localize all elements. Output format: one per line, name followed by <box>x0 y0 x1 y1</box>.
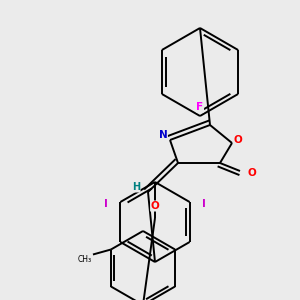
Text: O: O <box>248 168 256 178</box>
Text: N: N <box>159 130 167 140</box>
Text: F: F <box>196 102 204 112</box>
Text: H: H <box>132 182 140 192</box>
Text: CH₃: CH₃ <box>78 255 92 264</box>
Text: I: I <box>104 199 108 209</box>
Text: I: I <box>202 199 206 209</box>
Text: O: O <box>151 201 159 211</box>
Text: O: O <box>234 135 242 145</box>
